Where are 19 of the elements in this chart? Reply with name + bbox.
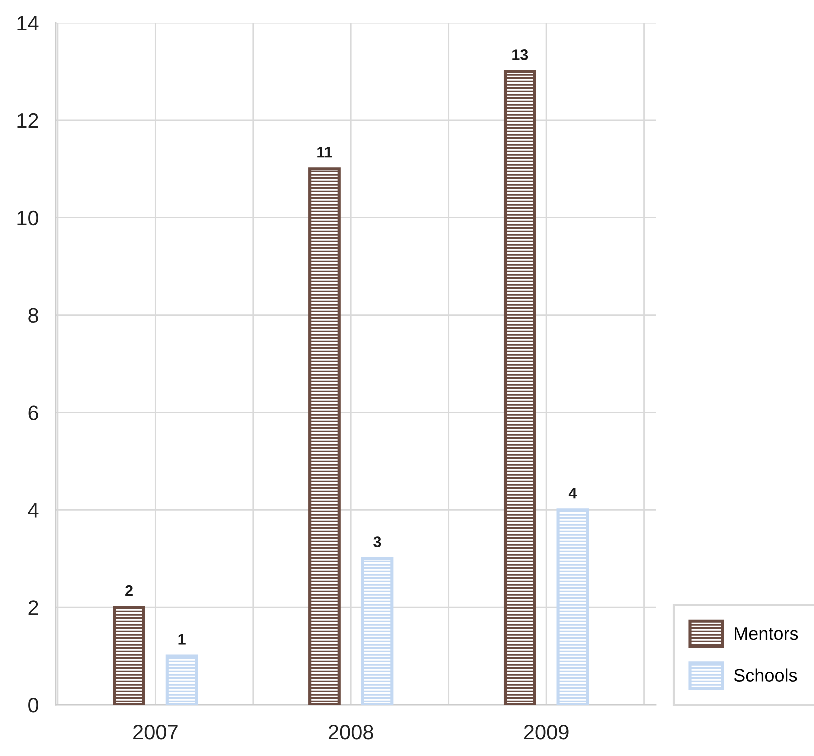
y-tick-label: 12: [18, 113, 38, 128]
legend-label: Mentors: [735, 628, 798, 640]
data-label: 13: [512, 50, 528, 60]
x-tick-label: 2008: [328, 724, 374, 740]
x-tick-label: 2009: [524, 724, 569, 740]
legend-label: Schools: [734, 668, 798, 682]
x-tick-label: 2007: [134, 724, 178, 740]
data-label: 2: [126, 585, 133, 596]
y-tick-label: 6: [28, 406, 38, 420]
y-tick-label: 10: [18, 210, 39, 226]
y-tick-label: 0: [28, 698, 39, 713]
data-label: 4: [568, 488, 578, 499]
y-tick-label: 4: [28, 503, 39, 518]
y-tick-label: 14: [18, 16, 39, 31]
data-label: 11: [318, 147, 332, 158]
y-tick-label: 8: [28, 308, 38, 324]
data-label: 3: [374, 536, 382, 548]
y-tick-label: 2: [28, 600, 38, 616]
data-label: 1: [178, 634, 186, 645]
